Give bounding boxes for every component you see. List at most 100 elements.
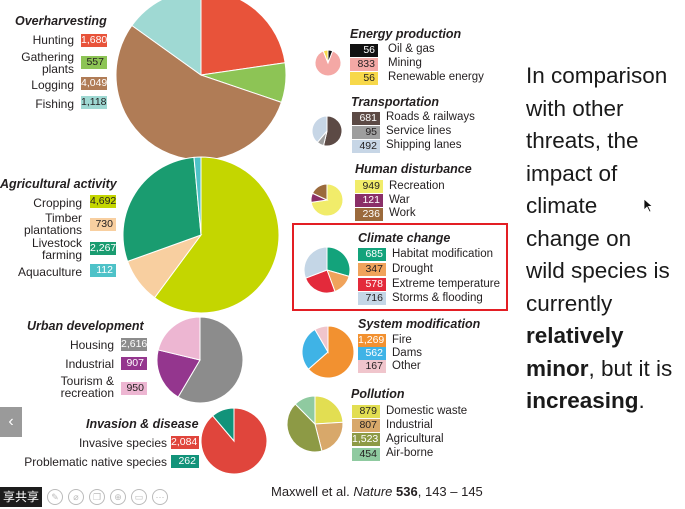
pie-overharvesting — [115, 0, 287, 161]
tourism-recreation-value: 950 — [121, 382, 147, 395]
slide-text-line-10-rest: , but it is — [588, 355, 673, 381]
citation-journal: Nature — [353, 484, 393, 499]
pie-human — [310, 183, 344, 217]
pie-transportation — [311, 115, 343, 147]
gathering-plants-value: 557 — [81, 56, 107, 69]
energy-production-title: Energy production — [350, 27, 462, 41]
dams-value: 562 — [358, 347, 386, 360]
pie-slice-renewable-energy — [322, 49, 329, 64]
slide-body-text: In comparison with other threats, the im… — [526, 60, 685, 418]
more-icon[interactable]: ⋯ — [152, 489, 169, 505]
system-modification-title: System modification — [358, 317, 481, 331]
other-label: Other — [392, 360, 421, 372]
aquaculture-label: Aquaculture — [17, 265, 82, 279]
copy-icon[interactable]: ❐ — [89, 489, 106, 505]
renewable-energy-value: 56 — [350, 72, 378, 85]
housing-label: Housing — [69, 338, 114, 352]
pie-slice-habitat-modification — [326, 246, 351, 277]
work-value: 236 — [355, 208, 383, 221]
slide-text-line-5: climate — [526, 193, 598, 218]
slide-text-line-7: wild species is — [526, 258, 670, 283]
air-borne-value: 454 — [352, 448, 380, 461]
slide-text-line-8: currently — [526, 290, 613, 316]
pie-invasion — [200, 407, 268, 475]
pie-slice-fire — [307, 325, 355, 379]
citation-volume: 536 — [396, 484, 418, 499]
gathering-plants-label: Gathering plants — [21, 50, 74, 76]
invasive-species-label: Invasive species — [78, 436, 167, 450]
highlighter-icon[interactable]: ⌀ — [68, 489, 85, 505]
pie-slice-aquaculture — [193, 156, 202, 236]
screen-icon[interactable]: ▭ — [131, 489, 148, 505]
hunting-value: 1,680 — [81, 34, 108, 47]
war-value: 121 — [355, 194, 383, 207]
other-value: 167 — [358, 360, 386, 373]
pen-icon[interactable]: ✎ — [47, 489, 64, 505]
citation: Maxwell et al. Nature 536, 143 – 145 — [271, 484, 483, 499]
previous-slide-button[interactable]: ‹ — [0, 407, 22, 437]
transportation-title: Transportation — [351, 95, 439, 109]
tourism-recreation-label: Tourism & recreation — [60, 374, 114, 400]
war-label: War — [389, 194, 410, 206]
fire-value: 1,269 — [358, 334, 386, 347]
invasive-species-value: 2,084 — [171, 436, 199, 449]
pie-pollution — [286, 395, 344, 453]
pie-slice-storms-flooding — [303, 246, 328, 279]
renewable-energy-label: Renewable energy — [388, 71, 484, 83]
pie-slice-roads-railways — [322, 115, 343, 147]
pie-energy — [314, 49, 342, 77]
slide-text-line-3: threats, the — [526, 128, 639, 153]
agricultural-pollution-label: Agricultural — [386, 433, 444, 445]
mining-value: 833 — [350, 58, 378, 71]
pie-slice-livestock-farming — [122, 156, 202, 263]
timber-plantations-value: 730 — [90, 218, 116, 231]
pie-slice-fishing — [131, 0, 202, 76]
slide-text-bold-increasing: increasing — [526, 388, 639, 413]
urban-development-title: Urban development — [27, 319, 144, 333]
agricultural-activity-title: Agricultural activity — [0, 177, 117, 191]
agricultural-pollution-value: 1,523 — [352, 433, 380, 446]
slide-text-line-4: impact of — [526, 160, 618, 186]
dams-label: Dams — [392, 347, 423, 359]
pie-urban — [156, 316, 244, 404]
shipping-lanes-label: Shipping lanes — [386, 139, 462, 151]
oil-gas-label: Oil & gas — [388, 43, 435, 55]
pie-slice-air-borne — [294, 395, 316, 426]
pie-slice-dams — [301, 328, 329, 370]
housing-value: 2,616 — [121, 338, 148, 351]
pie-slice-shipping-lanes — [311, 115, 328, 144]
industrial-urban-label: Industrial — [65, 357, 114, 371]
industrial-pollution-label: Industrial — [386, 419, 433, 431]
shipping-lanes-value: 492 — [352, 140, 380, 153]
oil-gas-value: 56 — [350, 44, 378, 57]
roads-railways-value: 681 — [352, 112, 380, 125]
zoom-icon[interactable]: ⊕ — [110, 489, 127, 505]
slide-text-line-11-rest: . — [638, 388, 645, 413]
fire-label: Fire — [392, 334, 412, 346]
pie-slice-tourism-recreation — [157, 316, 201, 361]
timber-plantations-label: Timber plantations — [23, 211, 82, 237]
invasion-disease-title: Invasion & disease — [86, 417, 199, 431]
recreation-value: 949 — [355, 180, 383, 193]
mining-label: Mining — [388, 57, 422, 69]
share-button[interactable]: 享共享 — [0, 487, 43, 507]
air-borne-label: Air-borne — [386, 447, 434, 459]
pie-agricultural — [122, 156, 280, 314]
pie-slice-problematic-native-species — [211, 407, 235, 443]
pollution-title: Pollution — [351, 387, 405, 401]
pie-slice-agricultural — [286, 403, 323, 453]
pie-slice-cropping — [153, 156, 280, 314]
pie-slice-hunting — [200, 0, 286, 76]
fishing-value: 1,118 — [81, 96, 107, 109]
work-label: Work — [389, 207, 416, 219]
habitat-modification-label: Habitat modification — [392, 248, 493, 260]
extreme-temperature-label: Extreme temperature — [392, 278, 501, 290]
fishing-label: Fishing — [35, 97, 74, 111]
climate-change-title: Climate change — [358, 231, 451, 245]
pie-slice-domestic-waste — [314, 395, 344, 425]
logging-label: Logging — [31, 78, 74, 92]
pie-slice-mining — [314, 50, 342, 77]
pie-slice-work — [311, 183, 328, 201]
